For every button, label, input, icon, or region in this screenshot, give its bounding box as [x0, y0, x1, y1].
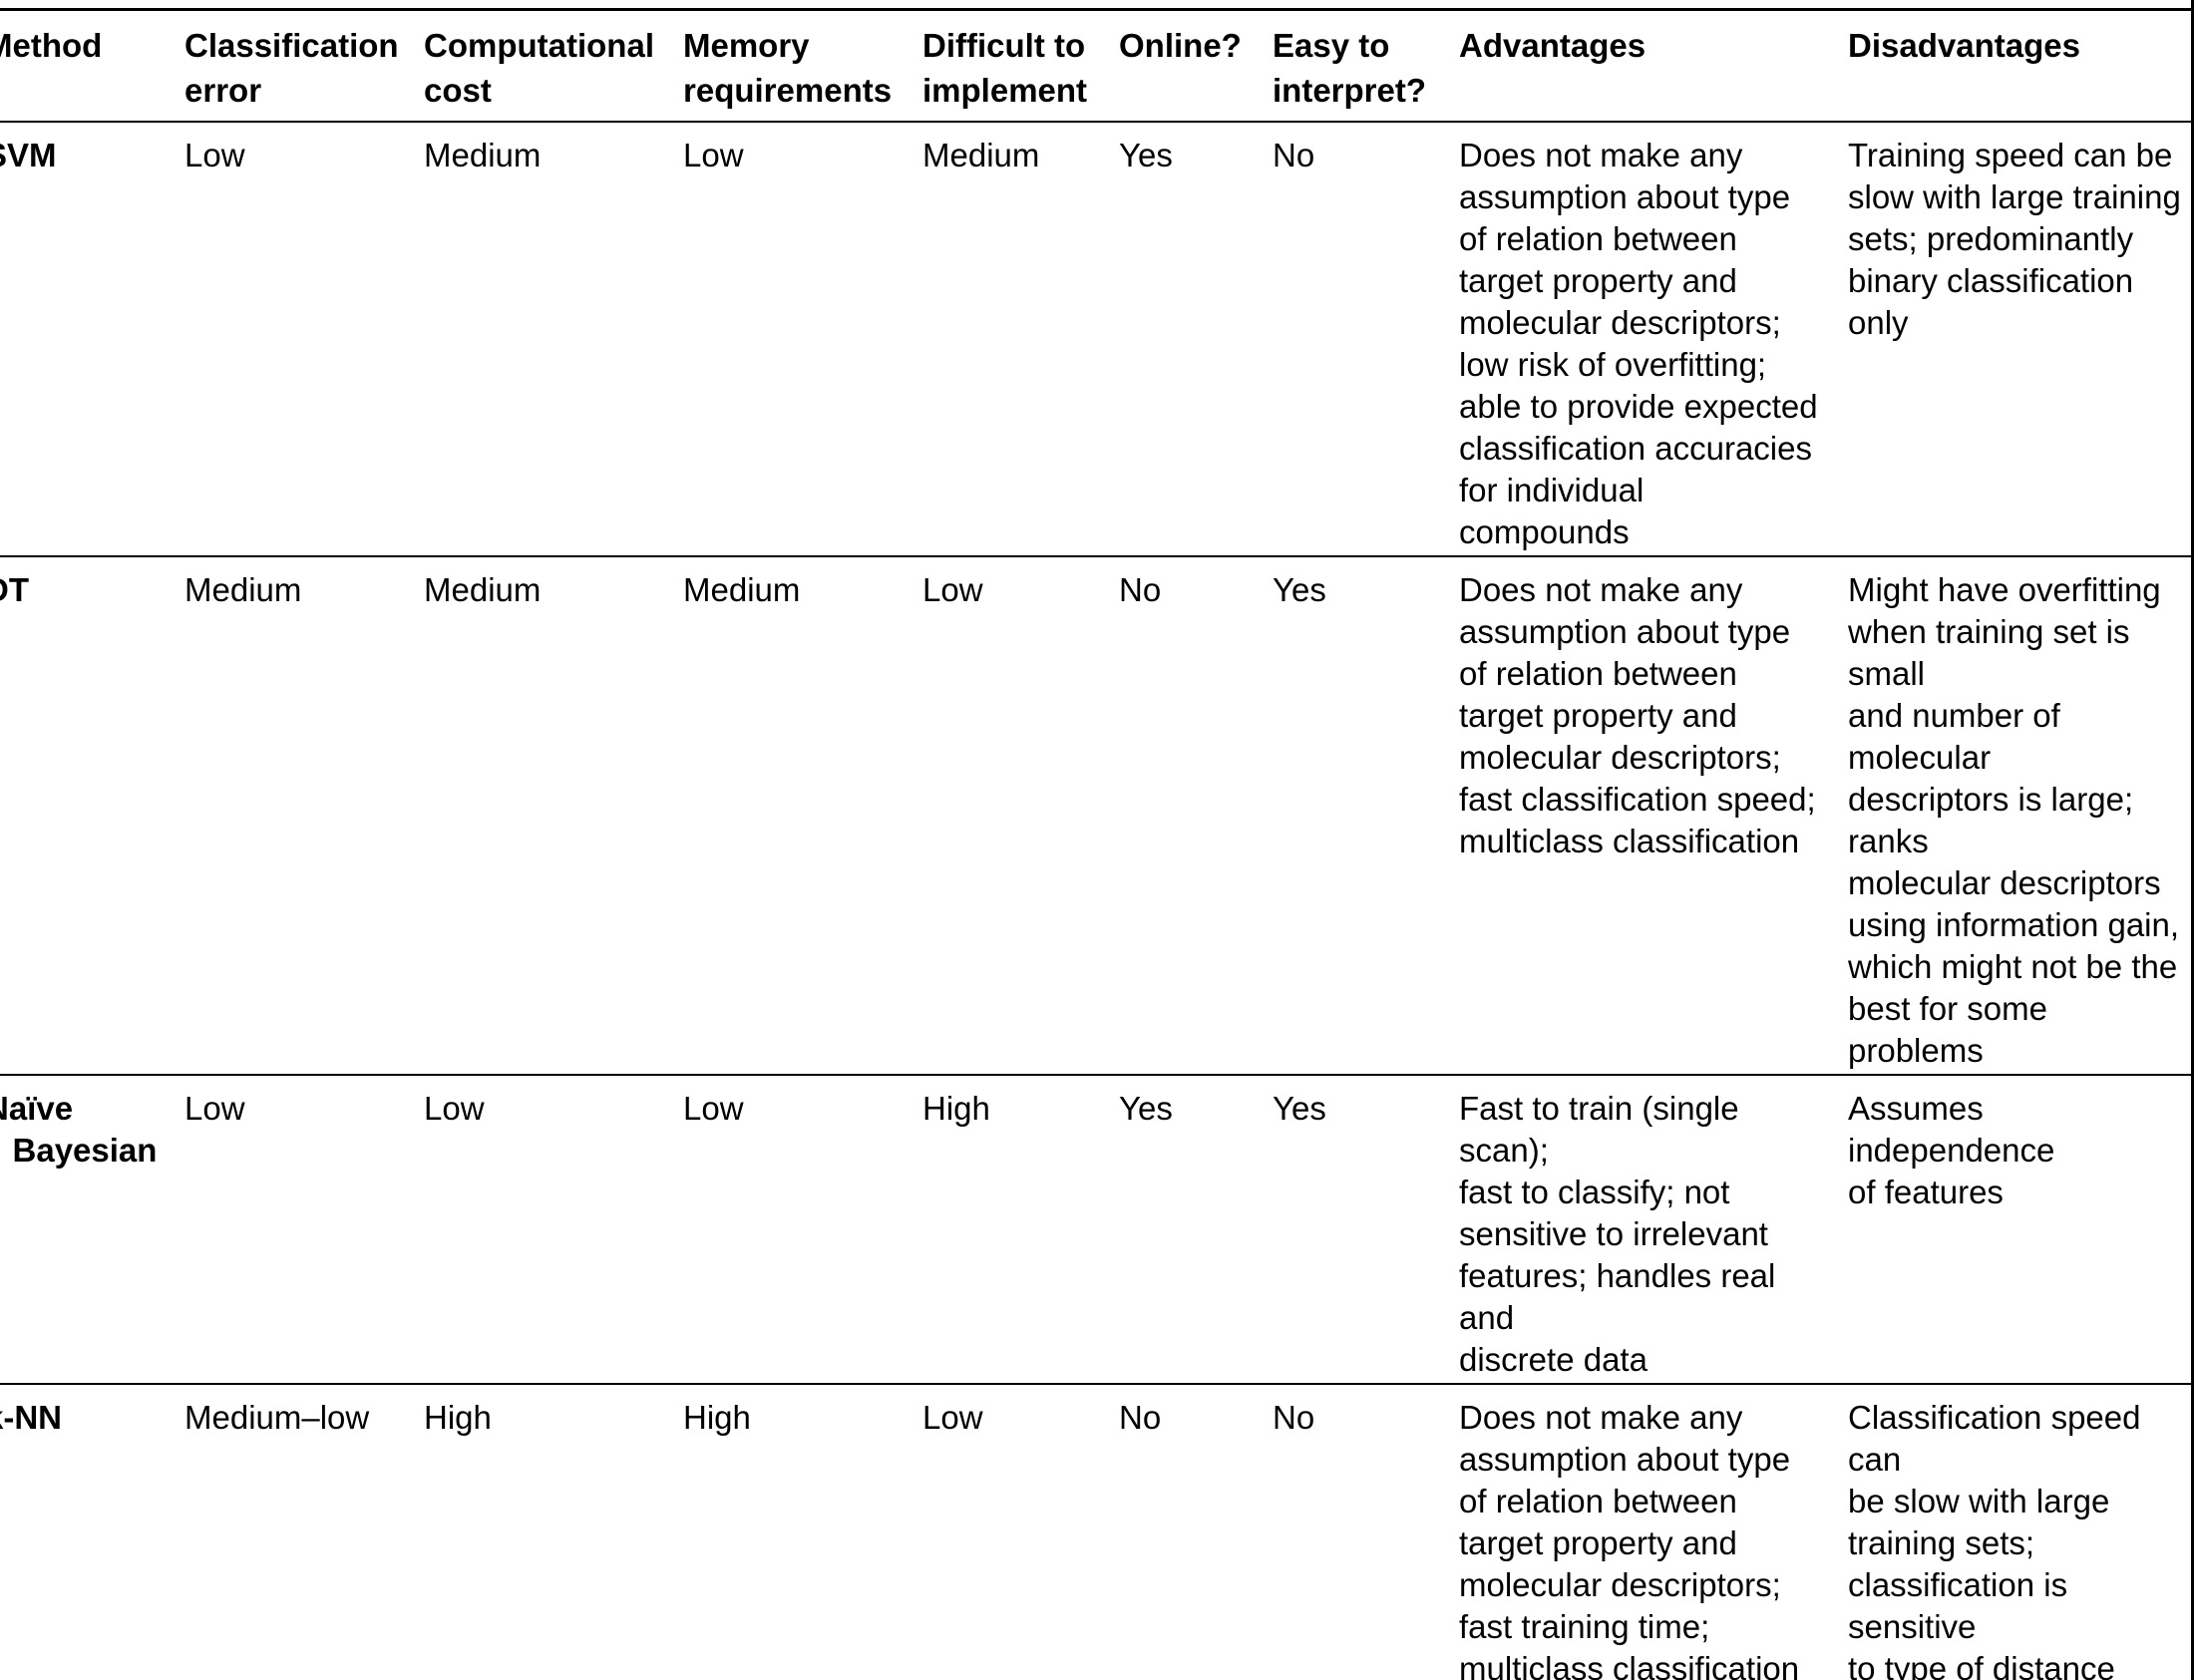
cell-advantages: Fast to train (single scan); fast to cla…: [1459, 1075, 1848, 1385]
cell-classification-error: Low: [184, 1075, 424, 1385]
cell-method: k-NN: [0, 1384, 184, 1680]
column-header-method: Method: [0, 9, 184, 123]
cell-disadvantages: Classification speed can be slow with la…: [1848, 1384, 2194, 1680]
cell-computational-cost: Medium: [424, 122, 683, 557]
table-header: Method Classification error Computationa…: [0, 9, 2194, 123]
cell-method: DT: [0, 556, 184, 1076]
methods-comparison-table: Method Classification error Computationa…: [0, 8, 2194, 1680]
cell-computational-cost: High: [424, 1384, 683, 1680]
cell-disadvantages: Might have overfitting when training set…: [1848, 556, 2194, 1076]
column-header-classification-error: Classification error: [184, 9, 424, 123]
cell-classification-error: Medium–low: [184, 1384, 424, 1680]
table-row-dt: DT Medium Medium Medium Low No Yes Does …: [0, 556, 2194, 1076]
cell-difficult-to-implement: High: [922, 1075, 1119, 1385]
table-row-knn: k-NN Medium–low High High Low No No Does…: [0, 1384, 2194, 1680]
cell-difficult-to-implement: Low: [922, 556, 1119, 1076]
column-header-computational-cost: Computational cost: [424, 9, 683, 123]
table-row-naive-bayesian: Naïve Bayesian Low Low Low High Yes Yes …: [0, 1075, 2194, 1385]
cell-online: Yes: [1119, 122, 1273, 557]
cell-memory-requirements: Low: [683, 122, 922, 557]
cell-memory-requirements: Low: [683, 1075, 922, 1385]
cell-method: Naïve Bayesian: [0, 1075, 184, 1385]
cell-difficult-to-implement: Low: [922, 1384, 1119, 1680]
header-row: Method Classification error Computationa…: [0, 9, 2194, 123]
cell-online: No: [1119, 556, 1273, 1076]
cell-computational-cost: Medium: [424, 556, 683, 1076]
cell-advantages: Does not make any assumption about type …: [1459, 1384, 1848, 1680]
cell-disadvantages: Training speed can be slow with large tr…: [1848, 122, 2194, 557]
cell-classification-error: Low: [184, 122, 424, 557]
column-header-easy-to-interpret: Easy to interpret?: [1273, 9, 1459, 123]
table-row-svm: SVM Low Medium Low Medium Yes No Does no…: [0, 122, 2194, 557]
table-body: SVM Low Medium Low Medium Yes No Does no…: [0, 122, 2194, 1680]
cell-easy-to-interpret: Yes: [1273, 1075, 1459, 1385]
cell-method: SVM: [0, 122, 184, 557]
cell-advantages: Does not make any assumption about type …: [1459, 556, 1848, 1076]
cell-advantages: Does not make any assumption about type …: [1459, 122, 1848, 557]
column-header-disadvantages: Disadvantages: [1848, 9, 2194, 123]
cell-online: Yes: [1119, 1075, 1273, 1385]
page-right-rule: [2191, 0, 2194, 1680]
cell-computational-cost: Low: [424, 1075, 683, 1385]
cell-easy-to-interpret: Yes: [1273, 556, 1459, 1076]
cell-memory-requirements: Medium: [683, 556, 922, 1076]
cell-online: No: [1119, 1384, 1273, 1680]
cell-classification-error: Medium: [184, 556, 424, 1076]
cell-memory-requirements: High: [683, 1384, 922, 1680]
column-header-memory-requirements: Memory requirements: [683, 9, 922, 123]
cell-easy-to-interpret: No: [1273, 1384, 1459, 1680]
column-header-advantages: Advantages: [1459, 9, 1848, 123]
cell-easy-to-interpret: No: [1273, 122, 1459, 557]
column-header-difficult-to-implement: Difficult to implement: [922, 9, 1119, 123]
column-header-online: Online?: [1119, 9, 1273, 123]
cell-difficult-to-implement: Medium: [922, 122, 1119, 557]
cell-disadvantages: Assumes independence of features: [1848, 1075, 2194, 1385]
methods-comparison-table-wrap: Method Classification error Computationa…: [0, 8, 2194, 1680]
